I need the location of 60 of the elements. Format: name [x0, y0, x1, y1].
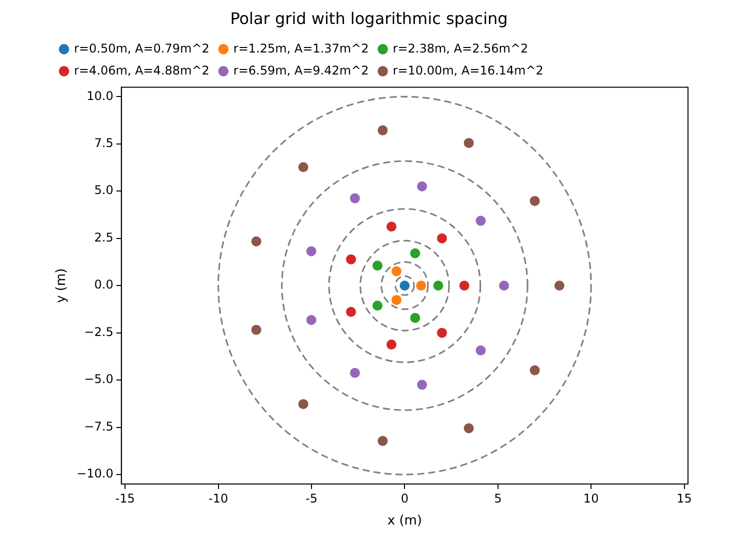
point [297, 161, 310, 174]
point [390, 294, 402, 306]
point [462, 136, 475, 149]
y-tick-label: −7.5 [84, 419, 114, 434]
chart-title: Polar grid with logarithmic spacing [230, 8, 508, 28]
point [458, 280, 470, 292]
point [345, 253, 358, 266]
point [462, 422, 475, 434]
legend-label: r=4.06m, A=4.88m^2 [74, 63, 210, 78]
legend-label: r=10.00m, A=16.14m^2 [392, 63, 544, 78]
point [474, 344, 487, 356]
x-tick-label: 5 [494, 491, 502, 506]
point [553, 280, 566, 292]
x-tick-label: -5 [306, 491, 318, 506]
point [348, 192, 361, 204]
point [416, 180, 428, 192]
point [371, 260, 384, 272]
x-tick-label: -15 [115, 491, 135, 506]
x-axis-title: x (m) [387, 514, 422, 529]
y-tick-label: −10.0 [76, 466, 114, 481]
x-tick-label: 0 [400, 491, 409, 506]
point [305, 314, 318, 326]
point [371, 300, 384, 312]
point [474, 214, 487, 227]
point [390, 265, 402, 278]
legend-label: r=0.50m, A=0.79m^2 [74, 41, 210, 56]
legend-label: r=2.38m, A=2.56m^2 [392, 41, 528, 56]
point [432, 280, 444, 292]
x-tick-label: 10 [583, 491, 599, 506]
point [385, 220, 398, 233]
point [348, 366, 361, 379]
point [416, 378, 428, 391]
y-tick-label: 2.5 [94, 230, 114, 244]
point [528, 364, 541, 376]
y-axis-title: y (m) [54, 268, 70, 303]
x-tick-label: 15 [676, 491, 692, 506]
point [376, 434, 389, 447]
point [297, 398, 310, 410]
y-tick-label: 0.0 [94, 278, 114, 292]
point [250, 324, 262, 336]
point [345, 306, 358, 318]
legend-label: r=6.59m, A=9.42m^2 [233, 63, 369, 78]
point [436, 326, 448, 339]
y-tick-label: −2.5 [84, 324, 114, 339]
point [528, 194, 541, 207]
y-tick-label: 7.5 [94, 136, 114, 150]
y-tick-label: −5.0 [84, 372, 114, 386]
legend-label: r=1.25m, A=1.37m^2 [233, 41, 369, 56]
point [415, 280, 428, 292]
point [305, 245, 318, 258]
point [376, 124, 389, 136]
point [409, 247, 422, 260]
x-tick-label: -10 [208, 491, 228, 506]
point [385, 338, 398, 351]
point [498, 280, 510, 292]
point [436, 232, 448, 244]
point [409, 312, 422, 324]
y-tick-label: 5.0 [94, 183, 114, 198]
point [250, 235, 262, 248]
y-tick-label: 10.0 [86, 88, 114, 103]
